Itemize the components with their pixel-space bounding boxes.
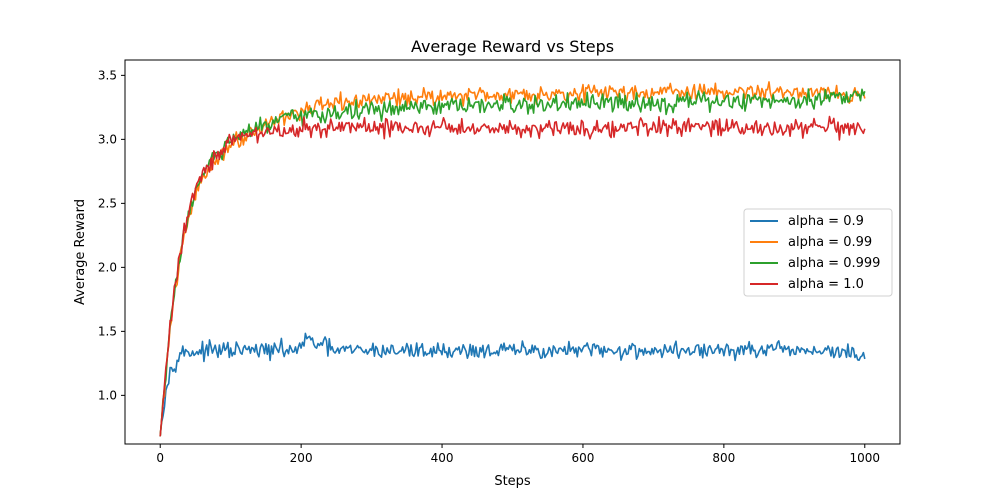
series-line-3 [159,88,866,437]
x-tick-label: 200 [290,451,313,465]
legend-label: alpha = 0.999 [788,256,880,271]
series-line-4 [159,115,866,437]
plot-area-frame [124,59,901,445]
series-layer [159,81,866,437]
x-tick-label: 800 [712,451,735,465]
y-tick-label: 1.5 [98,324,117,338]
chart-title: Average Reward vs Steps [411,37,614,56]
legend-label: alpha = 0.9 [788,214,864,229]
y-axis-label: Average Reward [73,199,88,305]
x-tick-label: 400 [431,451,454,465]
x-axis-label: Steps [494,474,531,489]
x-axis: 0 200 400 600 800 1000 [156,444,880,465]
y-axis: 1.0 1.5 2.0 2.5 3.0 3.5 [98,68,125,402]
y-tick-label: 2.5 [98,196,117,210]
y-tick-label: 3.0 [98,132,117,146]
legend: alpha = 0.9 alpha = 0.99 alpha = 0.999 alph… [743,208,893,297]
y-tick-label: 2.0 [98,260,117,274]
series-line-2 [159,81,866,437]
legend-box [743,208,893,297]
legend-label: alpha = 1.0 [788,277,864,292]
x-tick-label: 0 [156,451,164,465]
x-tick-label: 600 [572,451,595,465]
y-tick-label: 1.0 [98,388,117,402]
y-tick-label: 3.5 [98,68,117,82]
legend-label: alpha = 0.99 [788,235,872,250]
series-line-1 [159,332,866,437]
x-tick-label: 1000 [849,451,880,465]
